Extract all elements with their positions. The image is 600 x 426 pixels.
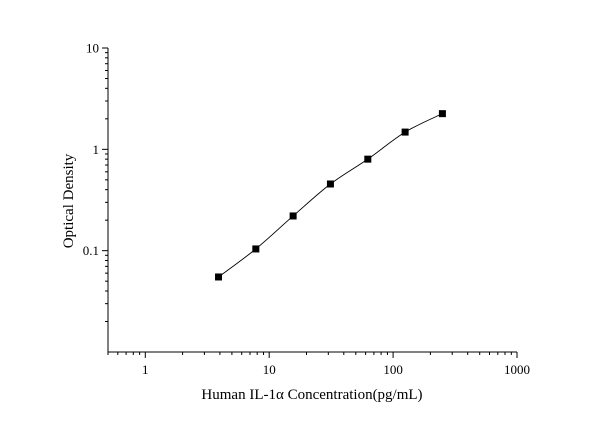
- data-point-marker: [438, 110, 446, 118]
- data-point-marker: [326, 180, 334, 188]
- x-tick-label: 100: [383, 362, 403, 377]
- data-points: [215, 110, 446, 281]
- y-tick-label: 10: [86, 41, 99, 56]
- tick-marks: [102, 47, 518, 358]
- y-tick-label: 1: [93, 142, 100, 157]
- data-point-marker: [364, 155, 372, 163]
- y-axis-title: Optical Density: [61, 153, 77, 248]
- x-axis-title: Human IL-1α Concentration(pg/mL): [201, 387, 422, 403]
- data-point-marker: [252, 245, 260, 253]
- data-point-marker: [289, 212, 297, 220]
- data-point-marker: [215, 273, 223, 281]
- data-point-marker: [401, 128, 409, 136]
- y-tick-label: 0.1: [83, 243, 99, 258]
- tick-labels: 1 10 100 1000 0.1 1 10: [83, 41, 530, 378]
- x-tick-label: 1: [142, 362, 149, 377]
- axes: [107, 48, 517, 353]
- x-tick-label: 1000: [504, 362, 530, 377]
- fit-curve-layer: [218, 113, 443, 278]
- x-tick-label: 10: [263, 362, 276, 377]
- fit-curve-line: [218, 113, 443, 278]
